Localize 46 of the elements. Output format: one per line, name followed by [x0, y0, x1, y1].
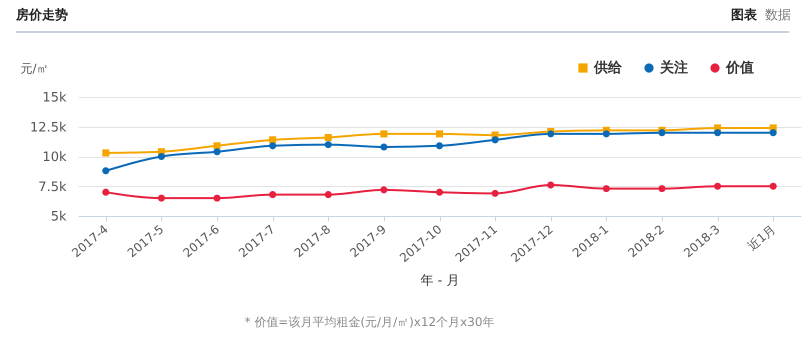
point	[269, 142, 276, 150]
point	[158, 152, 165, 160]
point	[380, 143, 388, 151]
point	[492, 190, 499, 197]
point	[602, 185, 610, 192]
point	[214, 194, 221, 202]
point	[102, 188, 110, 196]
y-tick-label: 10k	[42, 150, 67, 165]
point	[436, 188, 444, 196]
text: 数据	[765, 8, 791, 23]
y-axis-title: 元/㎡	[20, 62, 49, 76]
point	[269, 136, 276, 144]
legend-label: 供给	[593, 60, 623, 76]
point	[324, 191, 332, 198]
point	[102, 149, 110, 156]
point	[324, 134, 332, 141]
text: * 价值=该月平均租金(元/月/㎡)x12个月x30年	[244, 315, 495, 329]
point	[714, 182, 722, 190]
x-axis-title: 年 - 月	[420, 273, 460, 288]
y-tick-label: 12.5k	[30, 120, 67, 136]
chart-title: 房价走势	[15, 7, 68, 23]
legend-label: 价值	[725, 60, 754, 76]
point	[658, 185, 666, 192]
point	[658, 129, 666, 136]
text: 图表	[731, 8, 758, 23]
point	[324, 141, 332, 148]
legend-label: 关注	[659, 59, 688, 76]
point	[547, 130, 554, 138]
point	[436, 130, 444, 138]
point	[770, 129, 777, 136]
y-tick-label: 5k	[50, 210, 67, 224]
point	[770, 182, 777, 190]
y-tick-label: 15k	[42, 90, 67, 106]
point	[380, 186, 388, 194]
point	[214, 148, 221, 156]
y-tick-label: 7.5k	[38, 180, 67, 195]
point	[436, 142, 444, 150]
point	[492, 136, 499, 144]
point	[714, 129, 722, 136]
point	[158, 194, 165, 202]
point	[602, 130, 610, 138]
x-tick-label: 近1月	[744, 222, 778, 254]
point	[547, 182, 554, 189]
point	[380, 130, 388, 138]
point	[102, 167, 110, 174]
point	[269, 191, 276, 198]
